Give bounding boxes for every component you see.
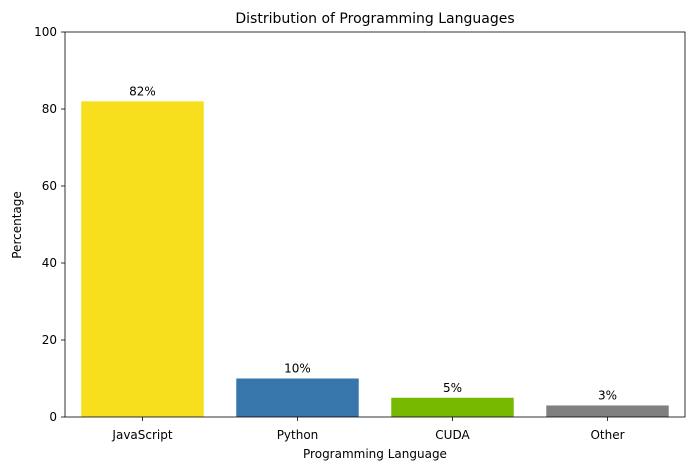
x-tick-label: Python	[277, 428, 319, 442]
y-tick-label: 0	[49, 410, 57, 424]
chart-title: Distribution of Programming Languages	[235, 11, 514, 27]
bar-other	[546, 405, 669, 417]
plot-area: 82% JavaScript 10% Python 5% CUDA 3% Other 0 20 40…	[34, 25, 686, 442]
y-tick-label: 20	[42, 333, 57, 347]
y-tick-label: 60	[42, 179, 57, 193]
axes-frame	[64, 31, 686, 418]
data-label: 3%	[598, 388, 617, 402]
data-label: 82%	[129, 84, 156, 98]
bar-python	[236, 378, 359, 417]
x-axis-label: Programming Language	[303, 447, 447, 461]
x-tick-label: JavaScript	[111, 428, 172, 442]
data-label: 5%	[443, 381, 462, 395]
data-label: 10%	[284, 362, 311, 376]
bar-cuda	[391, 397, 514, 417]
y-axis-label: Percentage	[10, 191, 24, 259]
x-tick-label: CUDA	[435, 428, 470, 442]
bar-javascript	[81, 101, 204, 418]
y-tick-label: 100	[34, 25, 57, 39]
x-tick-label: Other	[590, 428, 624, 442]
y-tick-label: 80	[42, 102, 57, 116]
y-tick-label: 40	[42, 256, 57, 270]
